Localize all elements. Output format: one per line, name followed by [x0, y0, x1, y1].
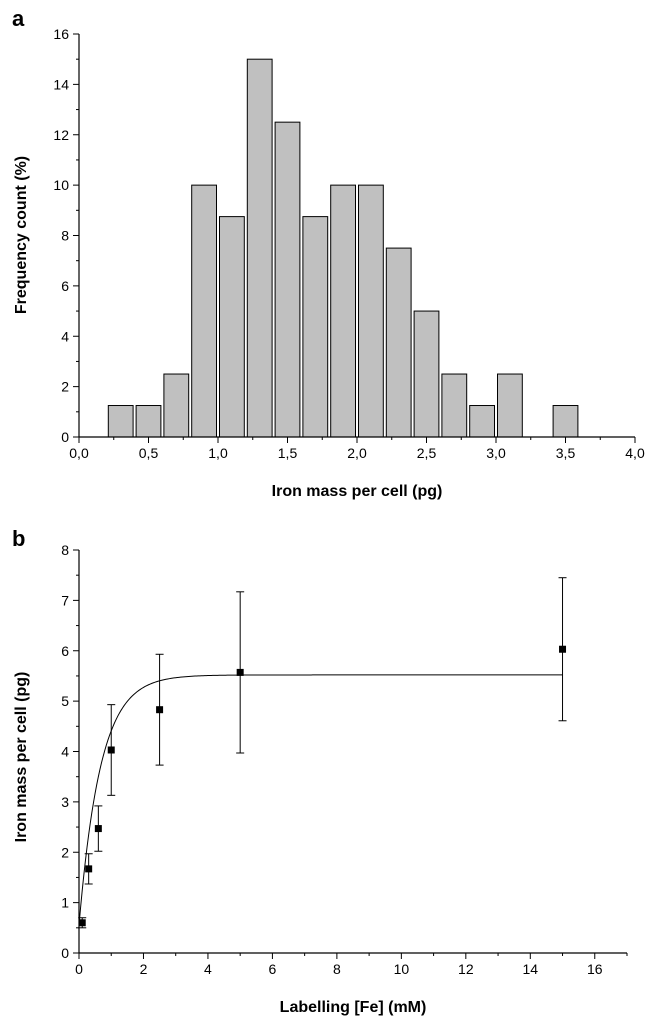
x-tick-label-a: 0,5	[139, 445, 159, 461]
y-axis-label-a: Frequency count (%)	[13, 156, 30, 314]
histogram-bar	[330, 184, 357, 438]
x-tick-label-a: 2,5	[417, 445, 437, 461]
x-tick-label-a: 3,5	[556, 445, 576, 461]
data-point	[236, 668, 244, 676]
data-points	[78, 577, 567, 929]
x-tick-label-b: 4	[204, 961, 212, 977]
y-tick-label-a: 14	[53, 76, 69, 92]
histogram-bar	[107, 405, 134, 438]
histogram-axes: 0,0 0,5 1,0 1,5 2,0 2,5 3,0 3,5 4,0 0 2 4 6 8 10 12 14 16	[53, 26, 645, 461]
histogram-bars	[107, 58, 579, 438]
histogram-bar	[413, 310, 440, 438]
y-tick-label-b: 2	[61, 844, 69, 860]
x-tick-label-a: 2,0	[347, 445, 367, 461]
x-tick-label-b: 16	[587, 961, 603, 977]
y-tick-label-a: 2	[61, 379, 69, 395]
histogram-bar	[246, 58, 273, 438]
data-point	[94, 825, 102, 833]
y-tick-label-b: 7	[61, 592, 69, 608]
y-tick-label-b: 4	[61, 744, 69, 760]
x-tick-label-a: 3,0	[486, 445, 506, 461]
x-tick-label-a: 0,0	[69, 445, 89, 461]
y-tick-label-a: 4	[61, 328, 69, 344]
histogram-bar	[441, 373, 468, 438]
x-tick-label-b: 12	[458, 961, 474, 977]
histogram-bar	[302, 216, 329, 438]
x-tick-label-b: 2	[140, 961, 148, 977]
x-tick-label-a: 4,0	[625, 445, 645, 461]
y-tick-label-a: 10	[53, 177, 69, 193]
histogram-bar	[191, 184, 217, 438]
data-point	[107, 746, 115, 754]
x-axis-label-a: Iron mass per cell (pg)	[272, 483, 443, 500]
y-tick-label-a: 6	[61, 278, 69, 294]
histogram-panel: a 0,0 0,5 1,0 1,5 2,0 2,5 3,0 3,5 4,0 0 2 4 6 8 10 12 14…	[12, 6, 645, 500]
y-tick-label-b: 1	[61, 895, 69, 911]
x-tick-label-a: 1,0	[208, 445, 228, 461]
histogram-bar	[497, 373, 523, 438]
panel-label-a: a	[12, 6, 25, 31]
data-point	[85, 865, 93, 873]
histogram-bar	[163, 373, 190, 438]
x-tick-label-b: 10	[394, 961, 410, 977]
y-tick-label-b: 3	[61, 794, 69, 810]
data-point	[156, 706, 164, 714]
histogram-bar	[385, 247, 412, 438]
histogram-bar	[274, 121, 301, 438]
y-tick-label-a: 12	[53, 127, 69, 143]
histogram-bar	[219, 216, 245, 438]
y-tick-label-a: 8	[61, 228, 69, 244]
x-tick-label-b: 0	[75, 961, 83, 977]
y-axis-label-b: Iron mass per cell (pg)	[13, 672, 30, 843]
y-tick-label-b: 6	[61, 643, 69, 659]
data-point	[559, 645, 567, 653]
y-tick-label-a: 0	[61, 429, 69, 445]
x-tick-label-b: 14	[523, 961, 539, 977]
panel-label-b: b	[12, 526, 25, 551]
histogram-bar	[552, 405, 579, 438]
histogram-bar	[469, 405, 496, 438]
x-tick-label-b: 8	[333, 961, 341, 977]
fit-curve-line	[78, 674, 563, 926]
histogram-bar	[135, 405, 162, 438]
x-axis-label-b: Labelling [Fe] (mM)	[280, 999, 427, 1016]
data-point	[78, 919, 86, 927]
y-tick-label-b: 5	[61, 693, 69, 709]
histogram-bar	[358, 184, 384, 438]
x-tick-label-b: 6	[269, 961, 277, 977]
y-tick-label-a: 16	[53, 26, 69, 42]
fit-curve	[78, 674, 563, 926]
y-tick-label-b: 0	[61, 945, 69, 961]
y-tick-label-b: 8	[61, 542, 69, 558]
x-tick-label-a: 1,5	[278, 445, 298, 461]
